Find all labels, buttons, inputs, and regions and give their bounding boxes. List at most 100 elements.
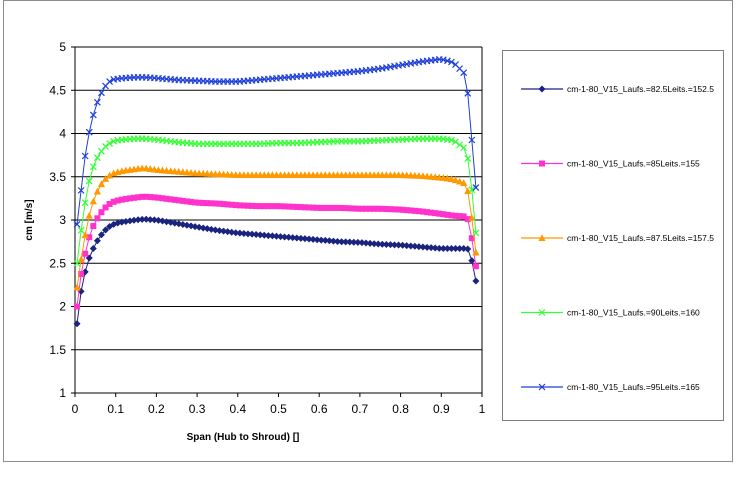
data-point [310, 204, 317, 211]
data-point [432, 210, 439, 217]
data-point [435, 244, 443, 252]
x-tick-label: 0.2 [148, 402, 165, 416]
data-point [313, 236, 321, 244]
legend-label: cm-1-80_V15_Laufs.=85Leits.=155 [567, 159, 700, 169]
data-point [289, 203, 296, 210]
data-point [220, 227, 228, 235]
data-point [228, 228, 236, 236]
y-tick-label: 4 [59, 127, 66, 141]
data-point [98, 209, 105, 216]
data-point [138, 215, 146, 223]
legend-marker [538, 309, 546, 316]
data-point [285, 233, 293, 241]
data-point [118, 196, 125, 203]
data-point [318, 204, 325, 211]
data-point [387, 206, 394, 213]
data-point [135, 194, 142, 201]
legend-marker [539, 160, 545, 167]
data-point [407, 207, 414, 214]
data-point [375, 205, 382, 212]
data-point [317, 236, 325, 244]
data-point [334, 204, 341, 211]
data-point [285, 203, 292, 210]
data-point [89, 245, 97, 253]
data-point [85, 211, 93, 219]
data-point [464, 216, 471, 223]
legend-marker [538, 383, 546, 391]
data-point [81, 199, 89, 207]
data-point [257, 203, 264, 210]
data-point [439, 56, 447, 64]
data-point [98, 89, 105, 97]
x-tick-label: 0.4 [229, 402, 246, 416]
data-point [325, 237, 333, 245]
data-point [281, 233, 289, 241]
x-axis-title: Span (Hub to Shroud) [] [187, 432, 300, 443]
data-point [452, 245, 460, 253]
legend-entry: cm-1-80_V15_Laufs.=95Leits.=165 [521, 382, 700, 392]
data-point [264, 232, 272, 240]
data-point [305, 235, 313, 243]
data-point [90, 223, 97, 230]
data-point [269, 203, 276, 210]
data-point [85, 177, 93, 185]
x-tick-label: 0.6 [311, 402, 328, 416]
data-point [256, 231, 264, 239]
y-tick-label: 4.5 [49, 83, 66, 97]
data-point [407, 242, 415, 250]
data-point [452, 212, 459, 219]
data-point [472, 184, 480, 191]
data-point [464, 245, 472, 253]
data-point [472, 229, 480, 237]
data-point [419, 208, 426, 215]
data-point [301, 235, 309, 243]
x-tick-label: 0 [72, 402, 79, 416]
data-point [464, 155, 472, 163]
data-point [468, 257, 476, 265]
y-tick-label: 2.5 [49, 256, 66, 270]
data-point [326, 204, 333, 211]
data-point [452, 138, 459, 146]
x-tick-label: 0.9 [433, 402, 450, 416]
y-tick-label: 2 [59, 300, 66, 314]
data-point [200, 199, 207, 206]
data-point [142, 215, 150, 223]
data-point [179, 197, 186, 204]
data-point [379, 205, 386, 212]
data-point [399, 206, 406, 213]
data-point [171, 196, 178, 203]
data-point [212, 200, 219, 207]
data-point [208, 200, 215, 207]
data-point [106, 200, 113, 207]
x-tick-label: 0.5 [270, 402, 287, 416]
data-point [147, 194, 154, 201]
data-point [196, 199, 203, 206]
data-point [370, 240, 378, 248]
y-axis-title: cm [m/s] [24, 199, 35, 240]
data-point [411, 207, 418, 214]
data-point [77, 186, 85, 194]
data-point [253, 203, 260, 210]
data-point [322, 204, 329, 211]
data-point [102, 143, 109, 150]
data-point [338, 204, 345, 211]
data-point [244, 202, 251, 209]
data-point [216, 200, 223, 207]
data-point [105, 171, 114, 179]
data-point [301, 204, 308, 211]
data-point [395, 241, 403, 249]
data-point [472, 277, 480, 285]
data-point [228, 201, 235, 208]
y-tick-label: 5 [59, 40, 66, 54]
data-point [126, 195, 133, 202]
data-point [78, 271, 85, 278]
legend-entry: cm-1-80_V15_Laufs.=90Leits.=160 [521, 308, 700, 318]
data-point [85, 128, 93, 136]
data-point [232, 229, 240, 237]
data-point [456, 177, 464, 185]
data-point [297, 234, 305, 242]
data-point [447, 175, 456, 183]
data-point [431, 244, 439, 252]
series-line [76, 167, 477, 288]
data-point [428, 209, 435, 216]
